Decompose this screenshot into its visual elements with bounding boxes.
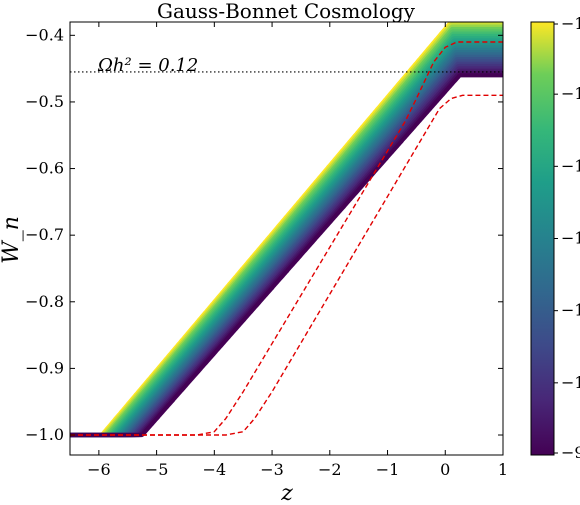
y-tick-label: −0.5 [25,92,64,111]
y-tick-label: −0.4 [25,25,64,44]
x-tick-label: −2 [318,460,342,479]
chart-title: Gauss-Bonnet Cosmology [157,0,416,23]
y-tick-label: −1.0 [25,425,64,444]
y-tick-label: −0.9 [25,358,64,377]
colorbar-ticks: −9 −1 −1 −1 −1 −1 −1 [554,14,580,462]
series-line [70,94,503,436]
x-axis: −6 −5 −4 −3 −2 −1 0 1 [87,22,508,479]
colorbar-tick-label: −9 [561,443,580,462]
x-tick-label: −5 [145,460,169,479]
x-tick-label: −3 [260,460,284,479]
dashed-series [70,41,503,436]
reference-line-label: Ωh² = 0.12 [97,55,198,76]
colorbar-tick-label: −1 [561,84,580,103]
y-tick-label: −0.6 [25,159,64,178]
x-tick-label: −1 [376,460,400,479]
plot-area [70,22,503,438]
colorbar-tick-label: −1 [561,14,580,33]
band-curve [70,47,503,438]
y-axis-label: W_n [0,216,24,264]
y-axis: −1.0 −0.9 −0.8 −0.7 −0.6 −0.5 −0.4 [25,25,503,444]
colorbar-tick-label: −1 [561,229,580,248]
colorbar-tick-label: −1 [561,373,580,392]
colorbar-tick-label: −1 [561,301,580,320]
x-tick-label: −4 [203,460,227,479]
colorbar: −9 −1 −1 −1 −1 −1 −1 [530,14,580,462]
x-tick-label: −6 [87,460,111,479]
colorbar-tick-label: −1 [561,156,580,175]
curve-band [70,22,503,438]
x-tick-label: 1 [498,460,508,479]
x-axis-label: z [280,481,293,505]
series-line [70,41,503,436]
y-tick-label: −0.8 [25,292,64,311]
y-tick-label: −0.7 [25,225,64,244]
x-tick-label: 0 [440,460,450,479]
colorbar-gradient [530,21,555,456]
plot-frame [69,21,504,456]
band-curve [70,45,503,438]
